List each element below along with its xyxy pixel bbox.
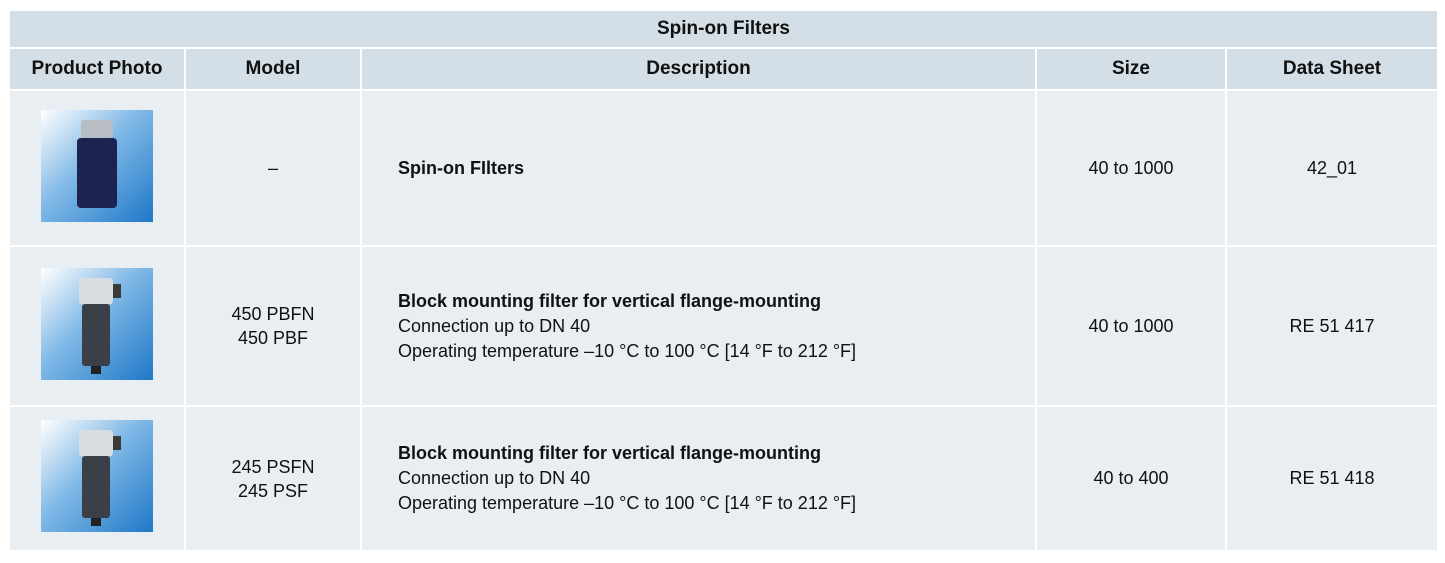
model-name: 245 PSFN <box>186 455 360 479</box>
description-title: Block mounting filter for vertical flang… <box>398 289 1035 314</box>
data-sheet-cell: 42_01 <box>1226 90 1438 246</box>
model-name: – <box>186 156 360 180</box>
page: Spin-on Filters Product PhotoModelDescri… <box>0 0 1445 563</box>
model-name: 450 PBFN <box>186 302 360 326</box>
product-photo <box>41 268 153 380</box>
description-line: Connection up to DN 40 <box>398 314 1035 339</box>
size-cell: 40 to 1000 <box>1036 246 1226 406</box>
data-sheet-cell: RE 51 418 <box>1226 406 1438 551</box>
model-name: 450 PBF <box>186 326 360 350</box>
model-cell: – <box>185 90 361 246</box>
photo-cell <box>9 246 185 406</box>
data-sheet-cell: RE 51 417 <box>1226 246 1438 406</box>
description-cell: Spin-on FIlters <box>361 90 1036 246</box>
table-title: Spin-on Filters <box>9 10 1438 48</box>
description-cell: Block mounting filter for vertical flang… <box>361 246 1036 406</box>
size-cell: 40 to 400 <box>1036 406 1226 551</box>
model-name: 245 PSF <box>186 479 360 503</box>
description-line: Operating temperature –10 °C to 100 °C [… <box>398 339 1035 364</box>
description-line: Connection up to DN 40 <box>398 466 1035 491</box>
description-line: Operating temperature –10 °C to 100 °C [… <box>398 491 1035 516</box>
description-title: Block mounting filter for vertical flang… <box>398 441 1035 466</box>
product-photo <box>41 420 153 532</box>
column-header: Description <box>361 48 1036 90</box>
column-header: Product Photo <box>9 48 185 90</box>
size-cell: 40 to 1000 <box>1036 90 1226 246</box>
product-photo <box>41 110 153 222</box>
column-header: Size <box>1036 48 1226 90</box>
column-header: Model <box>185 48 361 90</box>
column-header: Data Sheet <box>1226 48 1438 90</box>
photo-cell <box>9 90 185 246</box>
photo-cell <box>9 406 185 551</box>
description-title: Spin-on FIlters <box>398 156 1035 181</box>
description-cell: Block mounting filter for vertical flang… <box>361 406 1036 551</box>
